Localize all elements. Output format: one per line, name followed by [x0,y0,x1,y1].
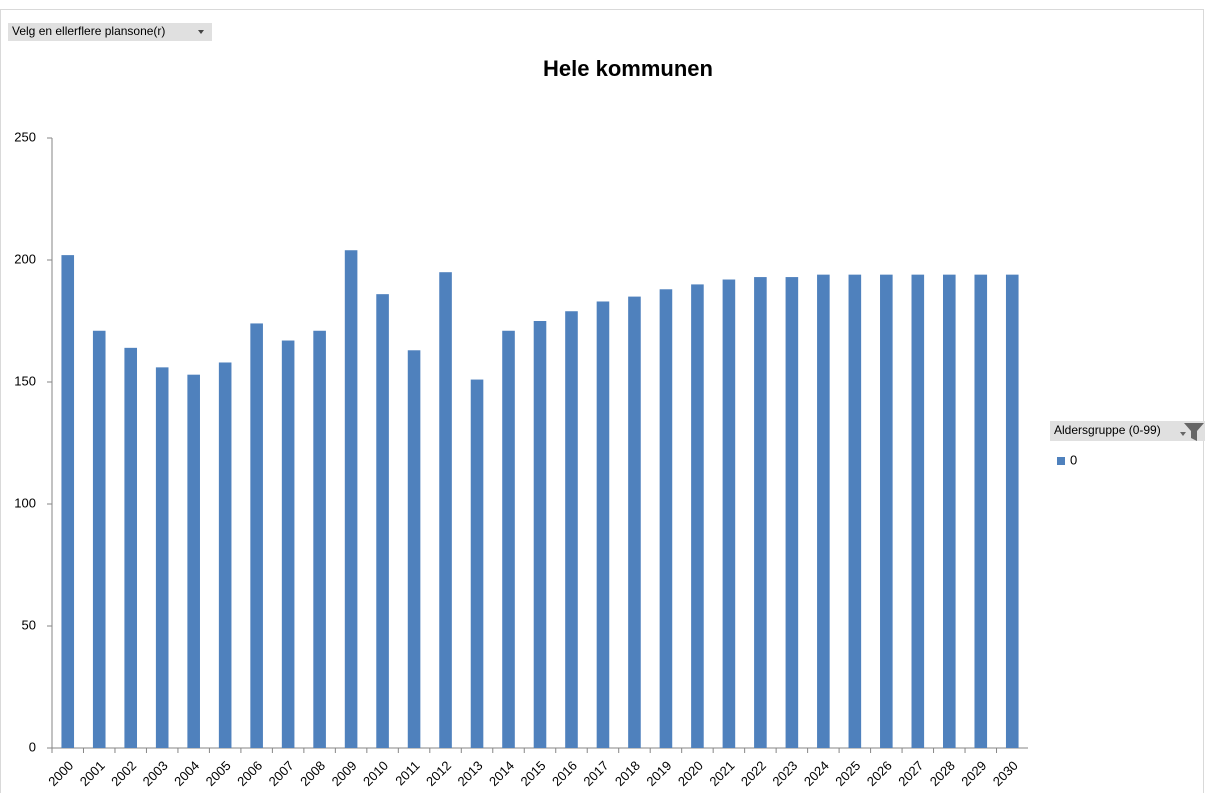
x-tick-label: 2018 [612,758,643,789]
y-tick-label: 50 [22,617,36,632]
x-tick-label: 2023 [769,758,800,789]
x-tick-label: 2011 [392,758,422,788]
y-tick-label: 250 [14,129,36,144]
bar [344,250,358,749]
filter-icon [1180,423,1204,441]
x-tick-label: 2017 [580,758,611,789]
x-tick-label: 2028 [927,758,958,789]
chart-title: Hele kommunen [543,56,713,81]
bar [628,296,641,748]
dropdown-arrow [198,30,204,34]
x-tick-label: 2016 [549,758,580,789]
y-tick-label: 0 [29,739,36,754]
bar [250,323,263,748]
bar [533,321,547,748]
field-filter-button[interactable] [1050,421,1205,441]
bar [817,274,830,748]
x-tick-label: 2020 [675,758,706,789]
bar [376,294,389,748]
bar [92,330,106,748]
bar [1005,274,1019,748]
bar [942,274,956,748]
y-tick-label: 150 [14,373,36,388]
bar [124,347,138,748]
x-tick-label: 2005 [203,758,234,789]
x-tick-label: 2010 [360,758,391,789]
x-tick-label: 2019 [643,758,674,789]
bar [848,274,862,748]
bar [407,350,421,748]
bar [470,379,484,748]
x-tick-label: 2013 [455,758,486,789]
bar [722,279,736,748]
bar [659,289,673,748]
bar [502,330,515,748]
bar [439,272,452,748]
y-tick-label: 100 [14,495,36,510]
bar [911,274,925,748]
x-tick-label: 2025 [832,758,863,789]
bar [785,277,799,748]
bar [155,367,169,748]
zone-filter-label[interactable]: Velg en ellerflere plansone(r) [12,24,165,38]
x-tick-label: 2004 [171,758,202,789]
bar [61,255,75,748]
bar [187,374,200,748]
x-tick-label: 2008 [297,758,328,789]
x-tick-label: 2012 [423,758,454,789]
x-tick-label: 2003 [140,758,171,789]
x-tick-label: 2022 [738,758,769,789]
x-tick-label: 2029 [958,758,989,789]
bar [974,274,988,748]
x-tick-label: 2014 [486,758,517,789]
bar [754,277,767,748]
x-tick-label: 2002 [108,758,139,789]
x-tick-label: 2021 [706,758,737,789]
x-tick-label: 2009 [329,758,360,789]
bar [880,274,893,748]
legend-label: 0 [1070,452,1077,467]
x-tick-label: 2001 [77,758,108,789]
y-tick-label: 200 [14,251,36,266]
x-tick-label: 2024 [801,758,832,789]
x-tick-label: 2030 [990,758,1021,789]
x-tick-label: 2015 [517,758,548,789]
x-tick-label: 2026 [864,758,895,789]
x-tick-label: 2006 [234,758,265,789]
bar [691,284,704,748]
chart-border [0,9,1204,793]
zone-filter-button[interactable] [8,23,212,41]
bar [596,301,610,748]
legend-swatch [1057,457,1065,465]
x-tick-label: 2027 [895,758,926,789]
x-tick-label: 2007 [266,758,297,789]
x-tick-label: 2000 [45,758,76,789]
bar [313,330,326,748]
bar [281,340,295,748]
bar [218,362,232,748]
bar [565,311,578,748]
field-filter-label[interactable]: Aldersgruppe (0-99) [1054,423,1161,437]
